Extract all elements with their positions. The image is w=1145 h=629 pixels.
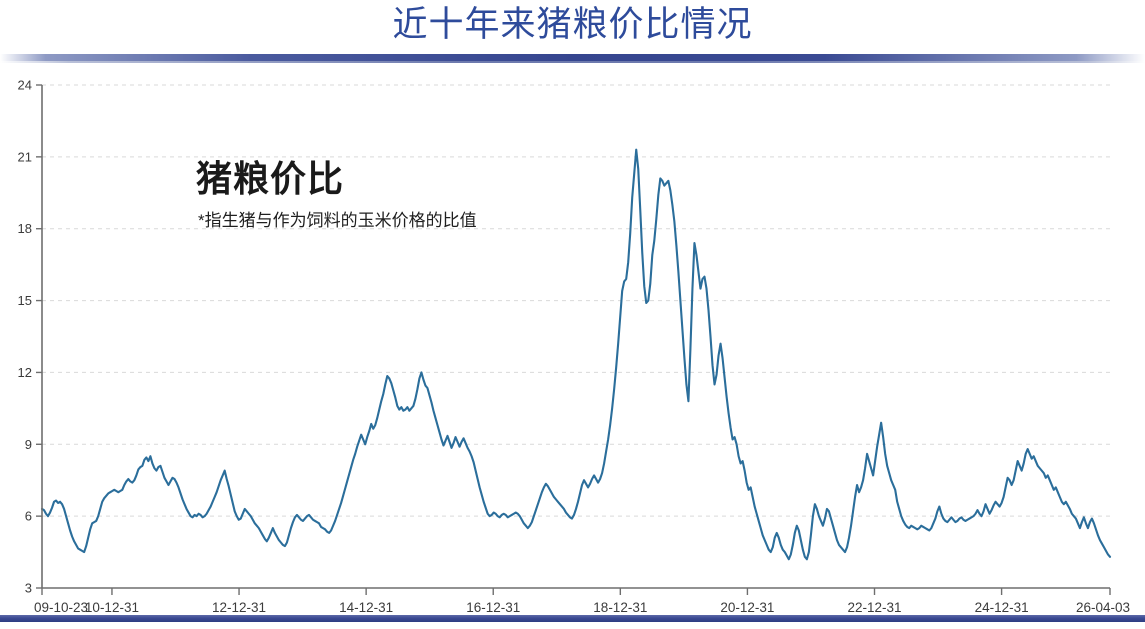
x-axis-ticks-group <box>41 588 1111 595</box>
chart-annotation: 猪粮价比 *指生猪与作为饲料的玉米价格的比值 <box>196 158 616 232</box>
annotation-heading: 猪粮价比 <box>196 158 345 199</box>
x-axis-label: 16-12-31 <box>466 600 520 613</box>
y-axis-label: 15 <box>18 293 32 308</box>
y-axis-label: 21 <box>18 149 32 164</box>
x-axis-label: 18-12-31 <box>593 600 647 613</box>
x-axis-label: 14-12-31 <box>339 600 393 613</box>
axis-lines-group <box>41 85 1110 589</box>
x-axis-label: 26-04-03 <box>1076 600 1130 613</box>
y-axis-label: 18 <box>18 221 32 236</box>
x-axis-label: 24-12-31 <box>975 600 1029 613</box>
series-line-0 <box>40 148 1112 561</box>
chart-container: 3 6 9 12 15 18 21 24 09-10-23 10-12-31 12-12-31 14… <box>0 63 1145 614</box>
y-axis-ticks-group <box>36 84 42 589</box>
x-axis-label: 20-12-31 <box>720 600 774 613</box>
footer-accent-bar <box>0 615 1145 622</box>
header-divider-thin <box>0 61 1145 63</box>
y-axis-label: 9 <box>25 437 32 452</box>
page-title: 近十年来猪粮价比情况 <box>392 5 753 44</box>
x-axis-label: 09-10-23 <box>34 600 88 613</box>
header-divider-gradient <box>0 54 1145 61</box>
series-group <box>40 148 1112 561</box>
x-axis-label: 10-12-31 <box>85 600 139 613</box>
y-axis-label: 3 <box>25 581 32 596</box>
x-axis-label: 12-12-31 <box>212 600 266 613</box>
x-axis-label: 22-12-31 <box>847 600 901 613</box>
y-axis-label: 24 <box>18 78 32 93</box>
annotation-note: *指生猪与作为饲料的玉米价格的比值 <box>198 211 477 230</box>
footer-spacer <box>0 622 1145 629</box>
y-axis-label: 6 <box>25 509 32 524</box>
y-axis-label: 12 <box>18 365 32 380</box>
y-axis-labels-group: 3 6 9 12 15 18 21 24 <box>18 78 32 596</box>
